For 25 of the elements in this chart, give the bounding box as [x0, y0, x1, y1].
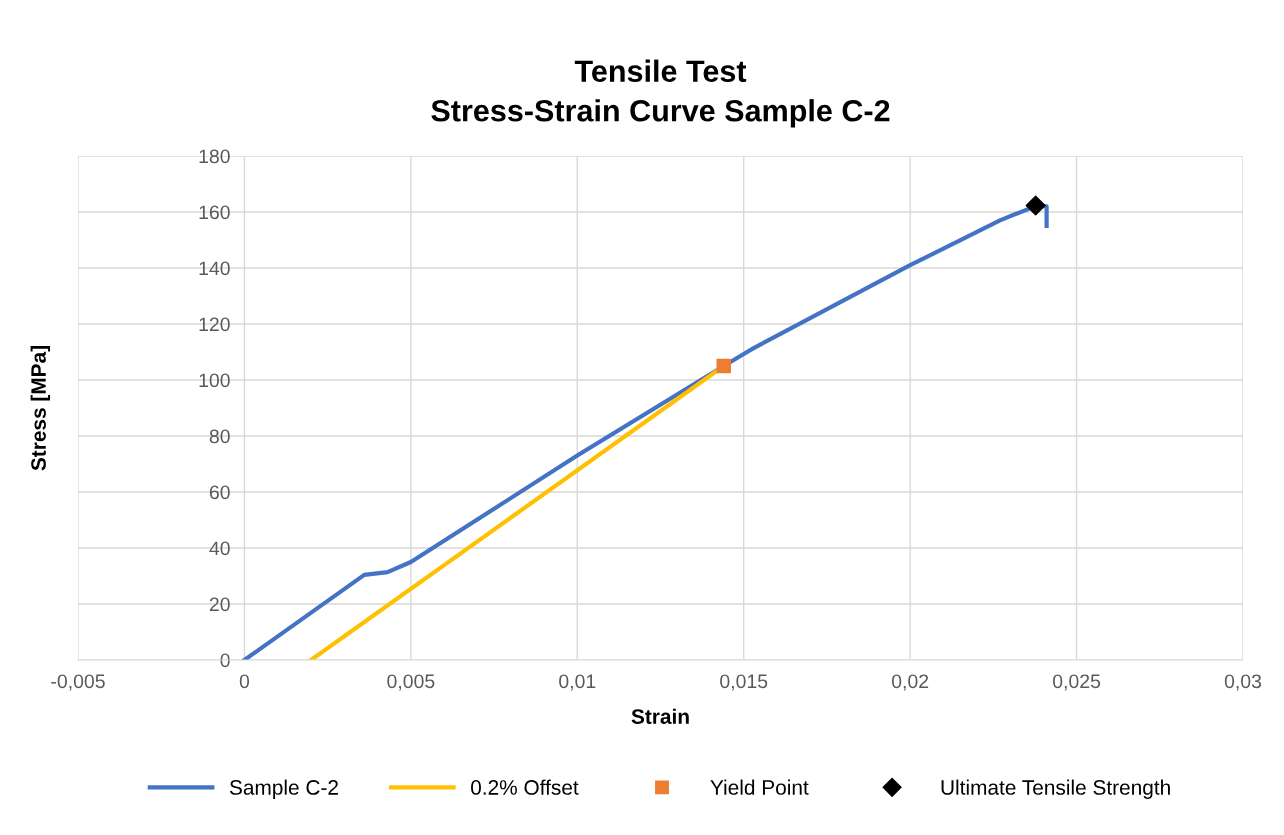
legend-label: Yield Point — [710, 779, 809, 795]
y-tick-label: 40 — [209, 541, 230, 556]
y-tick-label: 100 — [199, 373, 230, 388]
y-tick-label: 140 — [199, 261, 230, 276]
legend-label: Ultimate Tensile Strength — [941, 779, 1170, 799]
chart-title: Tensile Test Stress-Strain Curve Sample C-2 — [431, 59, 890, 128]
y-tick-label: 120 — [199, 317, 230, 332]
legend-label: 0.2% Offset — [471, 779, 579, 795]
x-tick-label: 0 — [239, 674, 250, 689]
x-tick-label: -0,005 — [51, 674, 105, 691]
y-tick-label: 60 — [209, 485, 230, 500]
x-tick-label: 0,02 — [891, 674, 929, 691]
x-tick-label: 0,03 — [1224, 674, 1262, 691]
x-axis-title: Strain — [631, 708, 689, 724]
x-tick-label: 0,025 — [1053, 674, 1101, 691]
legend-label: Sample C-2 — [229, 779, 338, 799]
y-tick-label: 160 — [199, 205, 230, 220]
y-tick-label: 0 — [220, 653, 230, 668]
y-tick-label: 180 — [199, 149, 230, 164]
y-axis-title: Stress [MPa] — [30, 346, 51, 471]
x-tick-label: 0,015 — [720, 674, 768, 691]
x-tick-label: 0,01 — [559, 674, 596, 691]
y-tick-label: 20 — [209, 597, 230, 612]
y-tick-label: 80 — [209, 429, 230, 444]
x-tick-label: 0,005 — [387, 674, 435, 691]
